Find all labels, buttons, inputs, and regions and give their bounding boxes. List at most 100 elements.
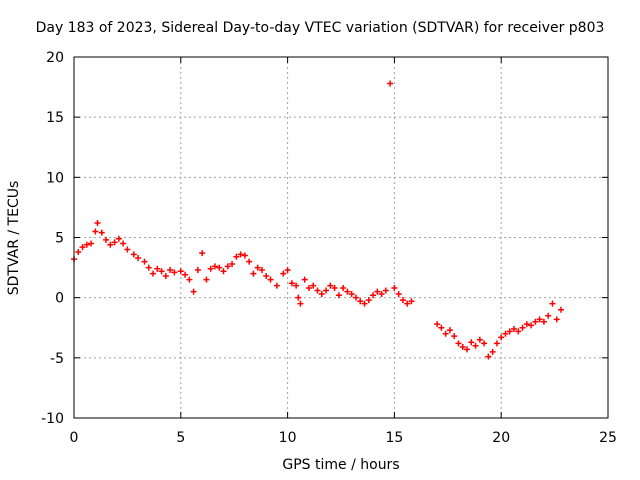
axis-ticks: 0 5 10 15 20 25 -10 -5 0 5 10 15 20 bbox=[41, 50, 617, 446]
data-point-marker bbox=[241, 252, 248, 259]
data-point-marker bbox=[481, 340, 488, 347]
data-point-marker bbox=[464, 346, 471, 353]
y-tick-label: -5 bbox=[50, 351, 64, 367]
data-point-marker bbox=[485, 353, 492, 360]
data-point-marker bbox=[408, 298, 415, 305]
data-point-marker bbox=[528, 322, 535, 329]
data-point-marker bbox=[83, 241, 90, 248]
data-point-marker bbox=[177, 268, 184, 275]
data-point-marker bbox=[399, 297, 406, 304]
grid-lines bbox=[74, 57, 608, 418]
x-tick-label: 20 bbox=[492, 430, 510, 446]
data-point-marker bbox=[442, 330, 449, 337]
x-axis-label: GPS time / hours bbox=[282, 457, 400, 473]
data-point-marker bbox=[404, 300, 411, 307]
data-point-marker bbox=[158, 268, 165, 275]
data-point-marker bbox=[203, 276, 210, 283]
data-point-marker bbox=[162, 273, 169, 280]
data-point-marker bbox=[498, 334, 505, 341]
data-point-marker bbox=[297, 300, 304, 307]
data-point-marker bbox=[115, 235, 122, 242]
data-point-marker bbox=[318, 291, 325, 298]
data-points bbox=[71, 80, 565, 360]
data-point-marker bbox=[182, 271, 189, 278]
data-point-marker bbox=[310, 282, 317, 289]
data-point-marker bbox=[186, 276, 193, 283]
data-point-marker bbox=[216, 264, 223, 271]
data-point-marker bbox=[323, 287, 330, 294]
data-point-marker bbox=[489, 348, 496, 355]
data-point-marker bbox=[124, 246, 131, 253]
data-point-marker bbox=[199, 250, 206, 257]
data-point-marker bbox=[229, 260, 236, 267]
x-tick-label: 15 bbox=[385, 430, 403, 446]
data-point-marker bbox=[92, 228, 99, 235]
data-point-marker bbox=[250, 270, 257, 277]
y-axis-label: SDTVAR / TECUs bbox=[6, 180, 22, 296]
data-point-marker bbox=[540, 318, 547, 325]
data-point-marker bbox=[340, 285, 347, 292]
x-tick-label: 5 bbox=[176, 430, 185, 446]
data-point-marker bbox=[103, 236, 110, 243]
data-point-marker bbox=[536, 316, 543, 323]
data-point-marker bbox=[378, 291, 385, 298]
data-point-marker bbox=[327, 282, 334, 289]
data-point-marker bbox=[361, 300, 368, 307]
data-point-marker bbox=[120, 240, 127, 247]
y-tick-label: 15 bbox=[46, 110, 64, 126]
data-point-marker bbox=[352, 294, 359, 301]
y-tick-label: 0 bbox=[55, 291, 64, 307]
data-point-marker bbox=[273, 282, 280, 289]
y-tick-label: -10 bbox=[41, 411, 64, 427]
data-point-marker bbox=[382, 287, 389, 294]
x-tick-label: 10 bbox=[279, 430, 297, 446]
data-point-marker bbox=[553, 316, 560, 323]
data-point-marker bbox=[515, 328, 522, 335]
chart-title: Day 183 of 2023, Sidereal Day-to-day VTE… bbox=[35, 20, 605, 36]
data-point-marker bbox=[314, 287, 321, 294]
data-point-marker bbox=[395, 291, 402, 298]
data-point-marker bbox=[446, 327, 453, 334]
data-point-marker bbox=[502, 330, 509, 337]
data-point-marker bbox=[167, 266, 174, 273]
data-point-marker bbox=[558, 306, 565, 313]
data-point-marker bbox=[523, 321, 530, 328]
data-point-marker bbox=[370, 292, 377, 299]
data-point-marker bbox=[549, 300, 556, 307]
data-point-marker bbox=[171, 269, 178, 276]
data-point-marker bbox=[365, 297, 372, 304]
data-point-marker bbox=[98, 229, 105, 236]
data-point-marker bbox=[438, 324, 445, 331]
data-point-marker bbox=[280, 270, 287, 277]
data-point-marker bbox=[194, 266, 201, 273]
data-point-marker bbox=[476, 336, 483, 343]
data-point-marker bbox=[220, 268, 227, 275]
data-point-marker bbox=[357, 298, 364, 305]
data-point-marker bbox=[107, 241, 114, 248]
data-point-marker bbox=[295, 294, 302, 301]
data-point-marker bbox=[472, 342, 479, 349]
data-point-marker bbox=[387, 80, 394, 87]
data-point-marker bbox=[451, 333, 458, 340]
data-point-marker bbox=[344, 288, 351, 295]
data-point-marker bbox=[135, 254, 142, 261]
data-point-marker bbox=[211, 263, 218, 270]
data-point-marker bbox=[335, 292, 342, 299]
data-point-marker bbox=[141, 258, 148, 265]
data-point-marker bbox=[190, 288, 197, 295]
data-point-marker bbox=[293, 282, 300, 289]
data-point-marker bbox=[88, 240, 95, 247]
data-point-marker bbox=[111, 239, 118, 246]
data-point-marker bbox=[305, 285, 312, 292]
data-point-marker bbox=[434, 321, 441, 328]
data-point-marker bbox=[455, 340, 462, 347]
data-point-marker bbox=[532, 318, 539, 325]
data-point-marker bbox=[145, 264, 152, 271]
data-point-marker bbox=[207, 265, 214, 272]
data-point-marker bbox=[246, 258, 253, 265]
data-point-marker bbox=[263, 273, 270, 280]
data-point-marker bbox=[301, 276, 308, 283]
data-point-marker bbox=[150, 270, 157, 277]
data-point-marker bbox=[254, 264, 261, 271]
data-point-marker bbox=[267, 276, 274, 283]
